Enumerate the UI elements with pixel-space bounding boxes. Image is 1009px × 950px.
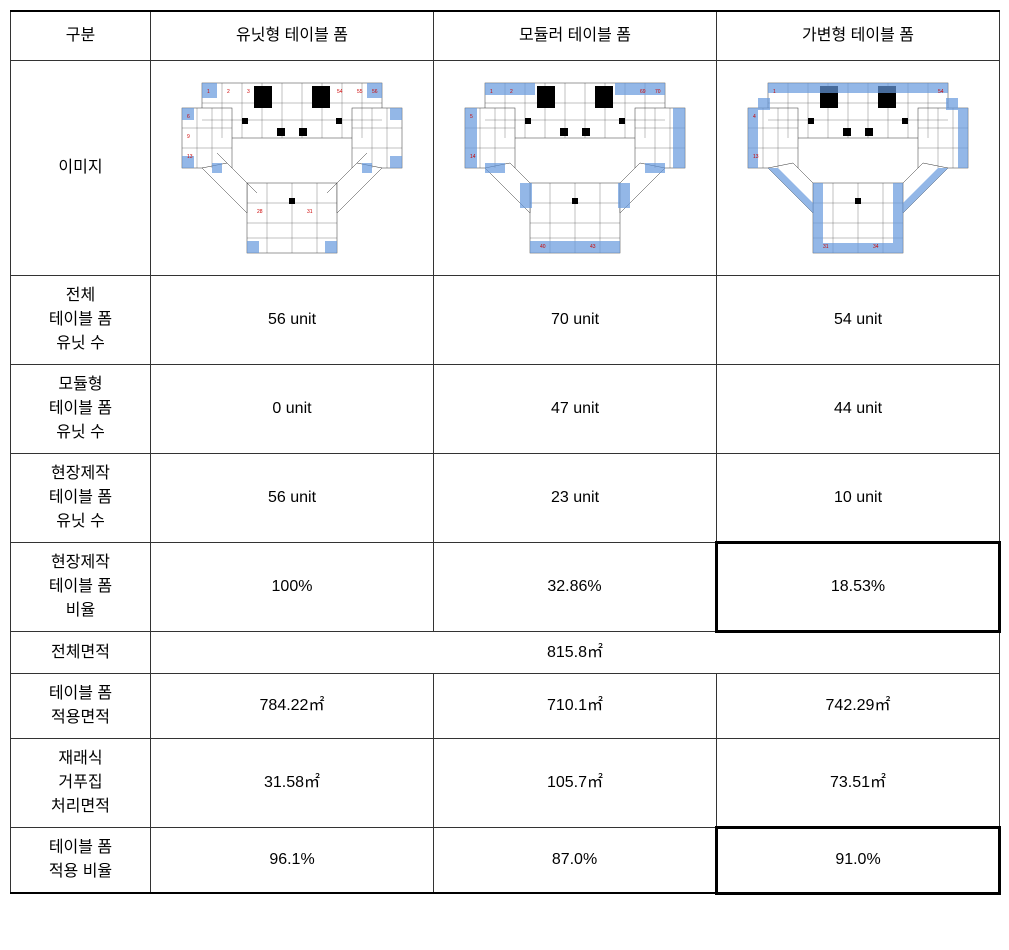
svg-text:54: 54 xyxy=(337,89,343,95)
modular-units-label: 모듈형 테이블 폼 유닛 수 xyxy=(11,365,151,454)
onsite-units-col3: 10 unit xyxy=(717,454,1000,543)
onsite-ratio-col3: 18.53% xyxy=(717,543,1000,632)
floorplan-cell-1: 1 2 3 54 55 56 6 9 13 28 31 xyxy=(151,61,434,276)
svg-text:31: 31 xyxy=(823,244,829,250)
onsite-ratio-col2: 32.86% xyxy=(434,543,717,632)
svg-text:56: 56 xyxy=(372,89,378,95)
tableform-ratio-col3: 91.0% xyxy=(717,828,1000,894)
floorplan-cell-2: 1 2 69 70 5 14 40 43 xyxy=(434,61,717,276)
floorplan-svg-1: 1 2 3 54 55 56 6 9 13 28 31 xyxy=(162,68,422,268)
modular-units-col2: 47 unit xyxy=(434,365,717,454)
conventional-area-col2: 105.7㎡ xyxy=(434,739,717,828)
image-label: 이미지 xyxy=(11,61,151,276)
svg-text:3: 3 xyxy=(247,89,250,95)
svg-text:43: 43 xyxy=(590,244,596,250)
onsite-ratio-label: 현장제작 테이블 폼 비율 xyxy=(11,543,151,632)
total-units-row: 전체 테이블 폼 유닛 수 56 unit 70 unit 54 unit xyxy=(11,276,1000,365)
floorplan-svg-2: 1 2 69 70 5 14 40 43 xyxy=(445,68,705,268)
svg-text:9: 9 xyxy=(187,134,190,140)
svg-text:70: 70 xyxy=(655,89,661,95)
modular-units-col1: 0 unit xyxy=(151,365,434,454)
svg-text:1: 1 xyxy=(490,89,493,95)
svg-text:14: 14 xyxy=(470,154,476,160)
tableform-area-col1: 784.22㎡ xyxy=(151,674,434,739)
svg-text:5: 5 xyxy=(470,114,473,120)
tableform-area-row: 테이블 폼 적용면적 784.22㎡ 710.1㎡ 742.29㎡ xyxy=(11,674,1000,739)
onsite-ratio-row: 현장제작 테이블 폼 비율 100% 32.86% 18.53% xyxy=(11,543,1000,632)
modular-units-col3: 44 unit xyxy=(717,365,1000,454)
svg-text:6: 6 xyxy=(187,114,190,120)
conventional-area-col1: 31.58㎡ xyxy=(151,739,434,828)
conventional-area-row: 재래식 거푸집 처리면적 31.58㎡ 105.7㎡ 73.51㎡ xyxy=(11,739,1000,828)
svg-text:1: 1 xyxy=(773,89,776,95)
tableform-ratio-col1: 96.1% xyxy=(151,828,434,894)
svg-text:2: 2 xyxy=(227,89,230,95)
header-col1: 유닛형 테이블 폼 xyxy=(151,11,434,61)
svg-text:28: 28 xyxy=(257,209,263,215)
onsite-units-row: 현장제작 테이블 폼 유닛 수 56 unit 23 unit 10 unit xyxy=(11,454,1000,543)
tableform-area-col3: 742.29㎡ xyxy=(717,674,1000,739)
floorplan-diagram-2: 1 2 69 70 5 14 40 43 xyxy=(445,68,705,268)
svg-text:13: 13 xyxy=(187,154,193,160)
svg-text:54: 54 xyxy=(938,89,944,95)
svg-text:13: 13 xyxy=(753,154,759,160)
floorplan-diagram-3: 1 54 4 13 31 34 xyxy=(728,68,988,268)
total-units-label: 전체 테이블 폼 유닛 수 xyxy=(11,276,151,365)
tableform-ratio-row: 테이블 폼 적용 비율 96.1% 87.0% 91.0% xyxy=(11,828,1000,894)
svg-text:4: 4 xyxy=(753,114,756,120)
total-units-col2: 70 unit xyxy=(434,276,717,365)
svg-text:1: 1 xyxy=(207,89,210,95)
svg-text:69: 69 xyxy=(640,89,646,95)
onsite-units-label: 현장제작 테이블 폼 유닛 수 xyxy=(11,454,151,543)
conventional-area-col3: 73.51㎡ xyxy=(717,739,1000,828)
svg-text:34: 34 xyxy=(873,244,879,250)
floorplan-svg-3: 1 54 4 13 31 34 xyxy=(728,68,988,268)
svg-text:40: 40 xyxy=(540,244,546,250)
onsite-ratio-col1: 100% xyxy=(151,543,434,632)
onsite-units-col2: 23 unit xyxy=(434,454,717,543)
floorplan-diagram-1: 1 2 3 54 55 56 6 9 13 28 31 xyxy=(162,68,422,268)
header-col2: 모듈러 테이블 폼 xyxy=(434,11,717,61)
tableform-area-col2: 710.1㎡ xyxy=(434,674,717,739)
total-units-col3: 54 unit xyxy=(717,276,1000,365)
comparison-table: 구분 유닛형 테이블 폼 모듈러 테이블 폼 가변형 테이블 폼 이미지 xyxy=(10,10,1001,895)
image-row: 이미지 xyxy=(11,61,1000,276)
total-area-row: 전체면적 815.8㎡ xyxy=(11,632,1000,674)
onsite-units-col1: 56 unit xyxy=(151,454,434,543)
header-row: 구분 유닛형 테이블 폼 모듈러 테이블 폼 가변형 테이블 폼 xyxy=(11,11,1000,61)
modular-units-row: 모듈형 테이블 폼 유닛 수 0 unit 47 unit 44 unit xyxy=(11,365,1000,454)
conventional-area-label: 재래식 거푸집 처리면적 xyxy=(11,739,151,828)
total-area-value: 815.8㎡ xyxy=(151,632,1000,674)
floorplan-cell-3: 1 54 4 13 31 34 xyxy=(717,61,1000,276)
svg-text:31: 31 xyxy=(307,209,313,215)
total-area-label: 전체면적 xyxy=(11,632,151,674)
tableform-ratio-label: 테이블 폼 적용 비율 xyxy=(11,828,151,894)
tableform-ratio-col2: 87.0% xyxy=(434,828,717,894)
svg-text:2: 2 xyxy=(510,89,513,95)
total-units-col1: 56 unit xyxy=(151,276,434,365)
svg-text:55: 55 xyxy=(357,89,363,95)
header-category: 구분 xyxy=(11,11,151,61)
header-col3: 가변형 테이블 폼 xyxy=(717,11,1000,61)
tableform-area-label: 테이블 폼 적용면적 xyxy=(11,674,151,739)
